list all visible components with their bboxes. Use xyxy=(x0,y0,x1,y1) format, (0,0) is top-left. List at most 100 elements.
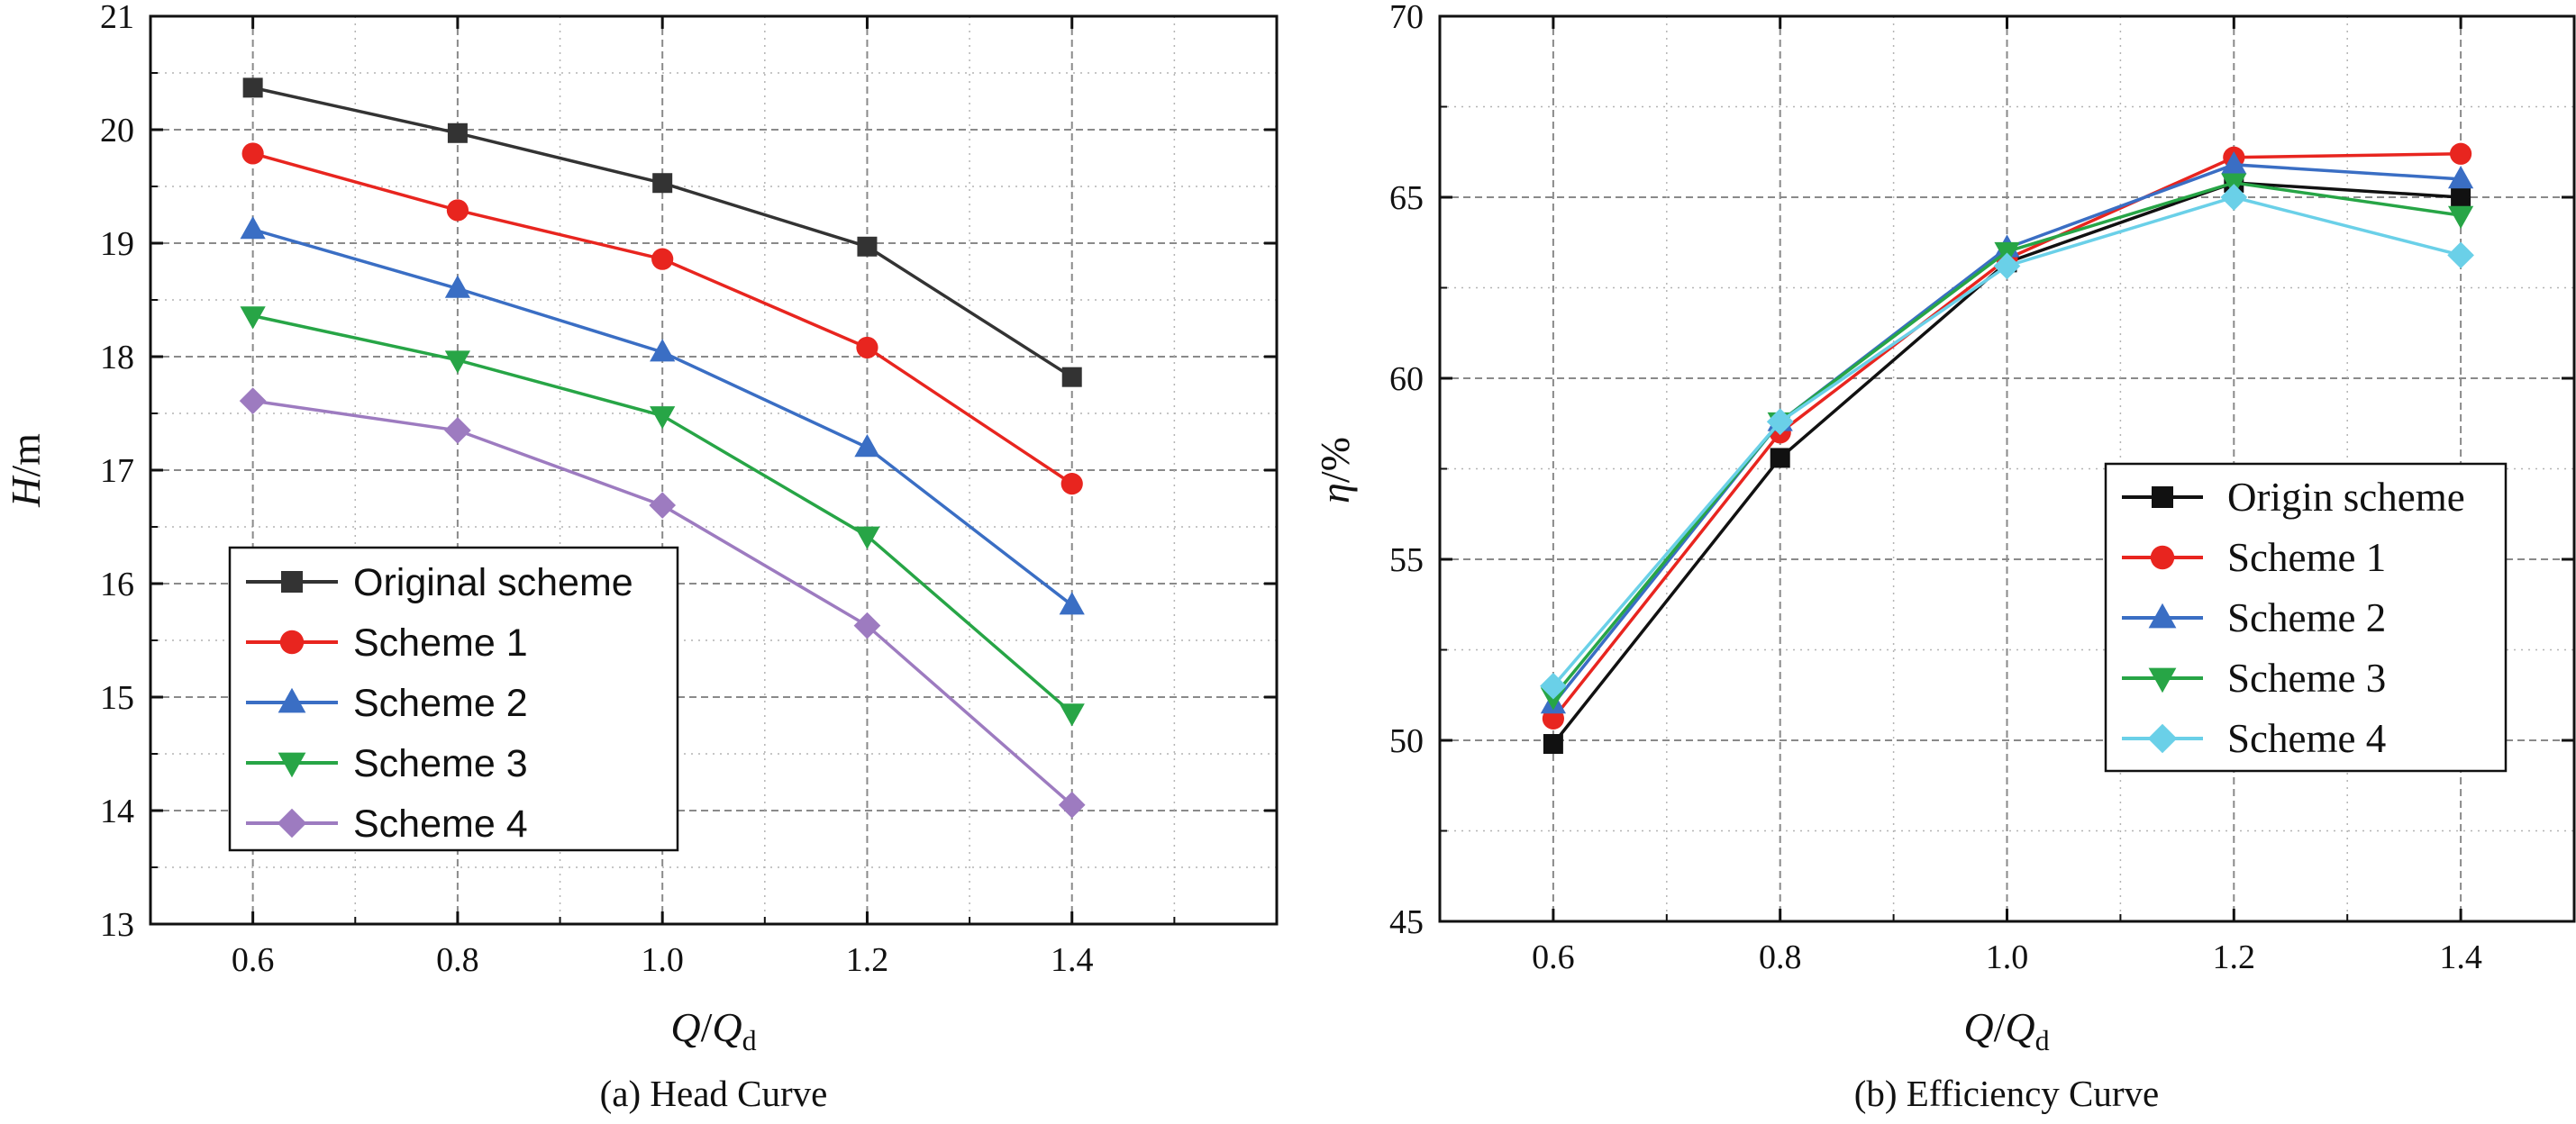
head-curve-point-scheme-3 xyxy=(854,526,880,549)
head-curve-point-scheme-3 xyxy=(1059,703,1085,727)
head-curve-point-scheme-3 xyxy=(240,306,266,330)
head-curve-legend-label: Original scheme xyxy=(353,561,633,604)
efficiency-curve-x-tick-label: 1.0 xyxy=(1986,938,2029,976)
efficiency-curve-x-tick-label: 1.4 xyxy=(2439,938,2482,976)
efficiency-curve-legend-item: Scheme 1 xyxy=(2122,535,2386,580)
head-curve-point-scheme-1 xyxy=(446,199,469,222)
efficiency-curve-y-axis-title: η/% xyxy=(1312,437,1358,503)
head-curve-y-tick-label: 17 xyxy=(100,452,134,490)
efficiency-curve-legend-item: Scheme 4 xyxy=(2122,716,2386,761)
efficiency-curve-series-scheme-4 xyxy=(1540,184,2474,700)
head-curve-legend-label: Scheme 3 xyxy=(353,742,528,785)
efficiency-curve-legend-label: Scheme 3 xyxy=(2227,656,2386,701)
efficiency-curve-legend-swatch-marker xyxy=(2152,486,2173,508)
head-curve-legend-label: Scheme 4 xyxy=(353,802,528,846)
efficiency-curve-legend: Origin scheme Scheme 1 Scheme 2 Scheme 3 Sch… xyxy=(2104,462,2508,773)
head-curve-legend-item: Original scheme xyxy=(246,561,633,604)
efficiency-curve-legend-swatch-marker xyxy=(2147,723,2178,754)
head-curve-point-scheme-4 xyxy=(853,612,881,639)
head-curve-legend-swatch-marker xyxy=(279,630,305,655)
efficiency-curve-x-axis-sep: / xyxy=(1994,1004,2006,1050)
head-curve-point-scheme-2 xyxy=(444,275,471,298)
efficiency-curve-point-scheme-4 xyxy=(1993,252,2021,280)
efficiency-curve-legend-item: Scheme 2 xyxy=(2122,595,2386,640)
head-curve-series-scheme-3 xyxy=(240,306,1085,727)
efficiency-curve-point-origin-scheme xyxy=(1543,734,1563,755)
head-curve-x-axis-q: Q xyxy=(670,1004,700,1050)
efficiency-curve-series xyxy=(1540,142,2474,755)
efficiency-curve-point-scheme-1 xyxy=(2450,142,2472,165)
head-curve-point-scheme-2 xyxy=(1059,592,1085,615)
head-curve-legend-item: Scheme 4 xyxy=(246,802,528,846)
head-curve-x-tick-label: 1.2 xyxy=(846,941,889,979)
head-curve-series xyxy=(239,77,1086,819)
head-curve-point-scheme-1 xyxy=(856,336,878,359)
head-curve-point-original-scheme xyxy=(652,173,673,194)
head-curve-x-tick-label: 0.8 xyxy=(436,941,479,979)
head-curve-y-tick-label: 13 xyxy=(100,906,134,944)
head-curve-legend: Original scheme Scheme 1 Scheme 2 Scheme 3 S… xyxy=(228,546,679,852)
head-curve-line-scheme-1 xyxy=(252,151,1073,485)
efficiency-curve-legend-label: Scheme 2 xyxy=(2227,595,2386,640)
efficiency-curve-legend-label: Scheme 4 xyxy=(2227,716,2386,761)
efficiency-curve-legend-swatch-marker xyxy=(2150,545,2175,570)
efficiency-curve-point-origin-scheme xyxy=(1770,448,1790,468)
efficiency-curve-y-tick-label: 55 xyxy=(1389,541,1424,579)
efficiency-curve-y-tick-label: 65 xyxy=(1389,179,1424,217)
head-curve-point-scheme-2 xyxy=(854,433,880,458)
head-curve-point-scheme-4 xyxy=(444,417,471,444)
head-curve-series-scheme-4 xyxy=(239,387,1086,819)
efficiency-curve-y-axis-unit: /% xyxy=(1312,437,1358,483)
efficiency-curve-legend-item: Scheme 3 xyxy=(2122,656,2386,701)
efficiency-curve-x-axis-qd: Q xyxy=(2005,1004,2034,1050)
head-curve-point-original-scheme xyxy=(857,236,878,257)
head-curve-y-tick-label: 15 xyxy=(100,679,134,717)
head-curve-x-axis-title: Q/Qd xyxy=(670,1004,756,1056)
efficiency-curve-y-tick-label: 60 xyxy=(1389,360,1424,398)
efficiency-curve-x-tick-label: 1.2 xyxy=(2213,938,2256,976)
head-curve-legend-swatch-marker xyxy=(278,687,306,713)
efficiency-curve-point-scheme-2 xyxy=(2221,150,2247,175)
efficiency-curve-caption: (b) Efficiency Curve xyxy=(1854,1073,2160,1114)
efficiency-curve-point-origin-scheme xyxy=(2451,187,2471,207)
head-curve-legend-swatch-marker xyxy=(281,571,303,593)
efficiency-curve-legend-item: Origin scheme xyxy=(2122,475,2465,520)
efficiency-curve-point-scheme-4 xyxy=(1540,672,1567,700)
head-curve-point-scheme-4 xyxy=(239,387,267,414)
head-curve-legend-item: Scheme 3 xyxy=(246,742,528,785)
efficiency-curve-point-scheme-2 xyxy=(2447,166,2474,189)
efficiency-curve-x-axis-sub: d xyxy=(2035,1024,2050,1056)
head-curve-series-original-scheme xyxy=(242,77,1082,387)
efficiency-curve-ticks: 45 50 55 60 65 70 0.6 0.8 1.0 1.2 1.4 xyxy=(1389,0,2575,976)
efficiency-curve-x-axis-q: Q xyxy=(1963,1004,1993,1050)
efficiency-curve-point-scheme-3 xyxy=(2447,205,2474,229)
head-curve-plot-frame xyxy=(149,14,1279,926)
head-curve-series-scheme-1 xyxy=(241,142,1083,495)
efficiency-curve-y-tick-label: 70 xyxy=(1389,0,1424,36)
efficiency-curve-y-tick-label: 45 xyxy=(1389,903,1424,941)
head-curve-point-scheme-1 xyxy=(241,142,264,165)
head-curve-point-scheme-2 xyxy=(240,216,266,240)
efficiency-curve-legend-swatch-marker xyxy=(2148,667,2177,693)
efficiency-curve-legend-swatch-marker xyxy=(2148,603,2177,629)
head-curve-legend-item: Scheme 2 xyxy=(246,682,528,725)
head-curve-x-axis-sub: d xyxy=(742,1024,757,1056)
head-curve-x-tick-label: 1.4 xyxy=(1051,941,1094,979)
head-curve-point-scheme-4 xyxy=(649,492,677,519)
head-curve-legend-label: Scheme 1 xyxy=(353,621,528,665)
efficiency-curve-point-scheme-4 xyxy=(1766,408,1794,436)
head-curve-legend-box xyxy=(228,546,679,852)
head-curve-x-tick-label: 1.0 xyxy=(641,941,684,979)
head-curve-legend-label: Scheme 2 xyxy=(353,682,528,725)
head-curve-x-axis-sep: / xyxy=(701,1004,713,1050)
head-curve-legend-swatch-marker xyxy=(278,752,306,778)
head-curve-y-tick-label: 18 xyxy=(100,339,134,376)
head-curve-y-axis-unit: /m xyxy=(3,433,49,477)
efficiency-curve-plot-frame xyxy=(1438,14,2576,923)
head-curve-y-tick-label: 20 xyxy=(100,112,134,150)
head-curve-point-original-scheme xyxy=(1061,367,1082,387)
efficiency-curve-point-scheme-4 xyxy=(2220,184,2248,211)
efficiency-curve-x-tick-label: 0.8 xyxy=(1759,938,1802,976)
efficiency-curve-x-axis-title: Q/Qd xyxy=(1963,1004,2049,1056)
